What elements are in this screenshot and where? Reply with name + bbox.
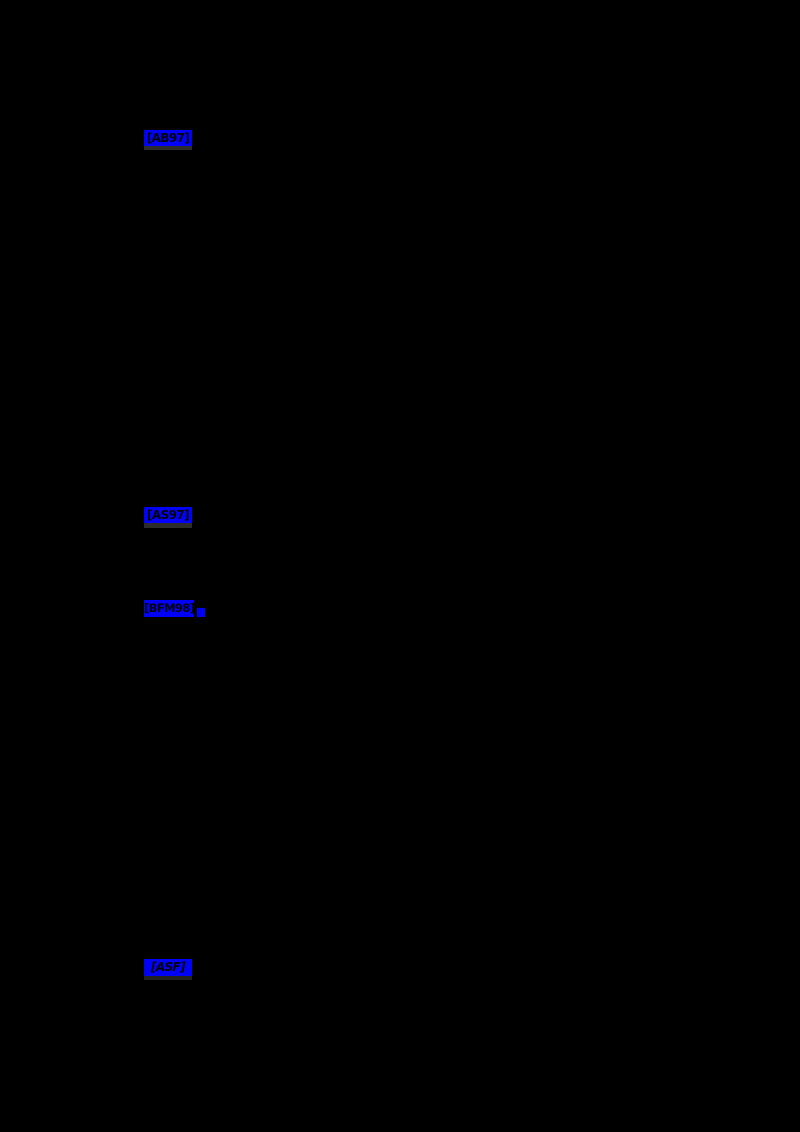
citation-link-4[interactable]: [ASF] (144, 959, 192, 976)
citation-link-3-tail (197, 608, 205, 617)
citation-link-1[interactable]: [AB97] (144, 130, 192, 146)
citation-link-3[interactable]: [BFM98] (144, 600, 194, 617)
citation-link-1-underbar (144, 146, 192, 150)
citation-link-4-underbar (144, 976, 192, 980)
citation-link-2[interactable]: [AS97] (144, 507, 192, 523)
citation-link-2-underbar (144, 523, 192, 528)
